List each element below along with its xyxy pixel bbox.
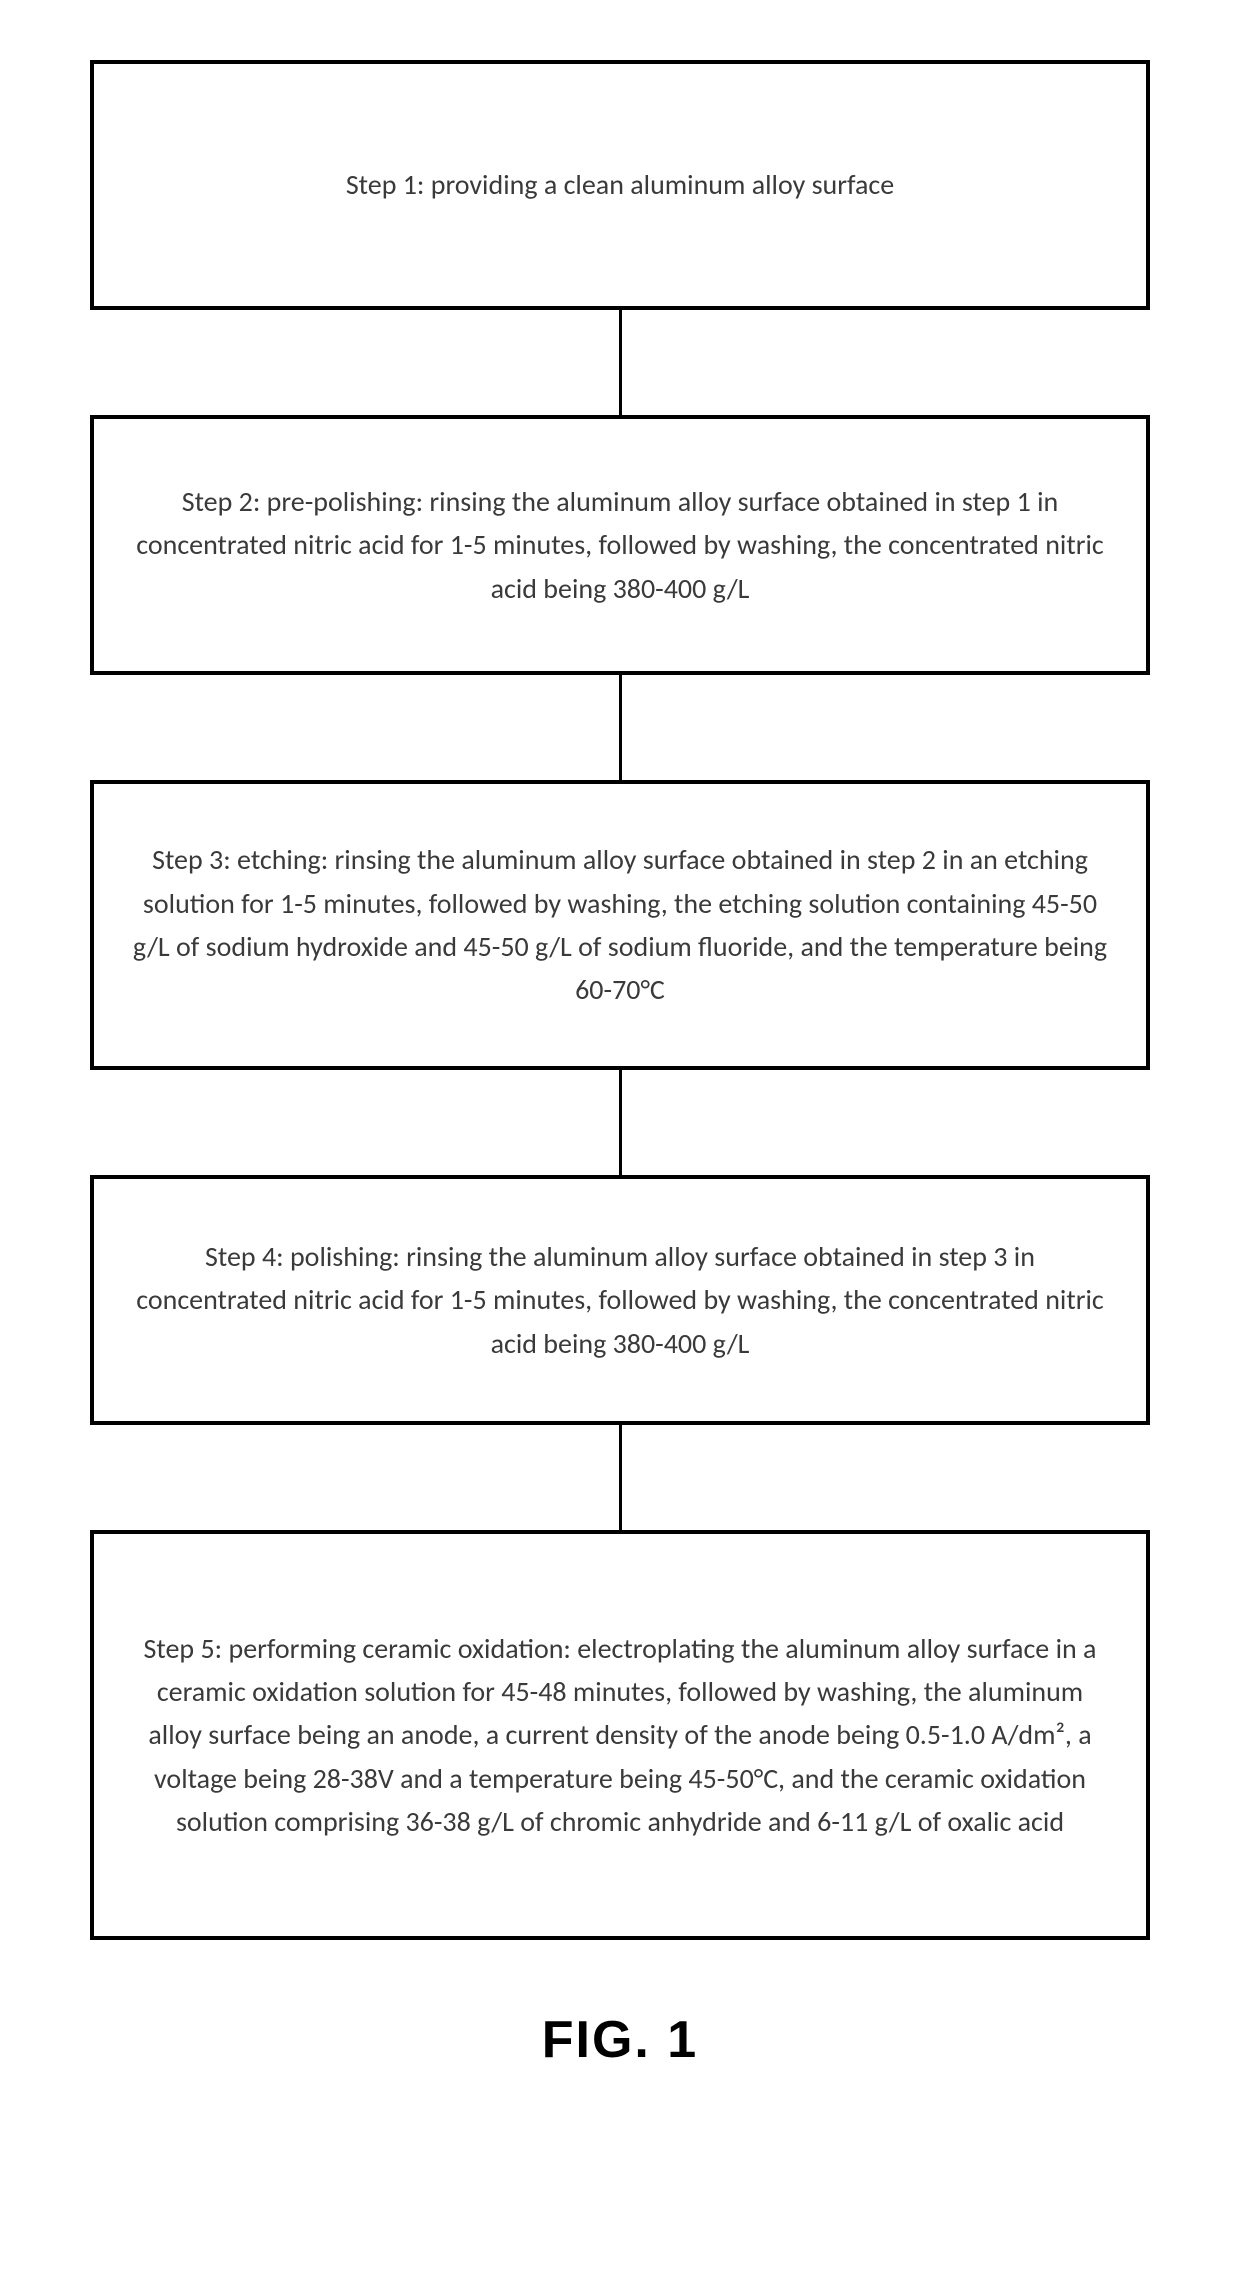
figure-label: FIG. 1 [542, 2010, 698, 2070]
flowchart-step: Step 5: performing ceramic oxidation: el… [90, 1530, 1150, 1940]
flowchart-connector [619, 675, 622, 780]
flowchart-connector [619, 1425, 622, 1530]
flowchart-step: Step 4: polishing: rinsing the aluminum … [90, 1175, 1150, 1425]
flowchart-connector [619, 1070, 622, 1175]
flowchart-step: Step 3: etching: rinsing the aluminum al… [90, 780, 1150, 1070]
flowchart: Step 1: providing a clean aluminum alloy… [80, 60, 1160, 1940]
flowchart-connector [619, 310, 622, 415]
page: Step 1: providing a clean aluminum alloy… [0, 0, 1240, 2130]
flowchart-step: Step 2: pre-polishing: rinsing the alumi… [90, 415, 1150, 675]
flowchart-step: Step 1: providing a clean aluminum alloy… [90, 60, 1150, 310]
